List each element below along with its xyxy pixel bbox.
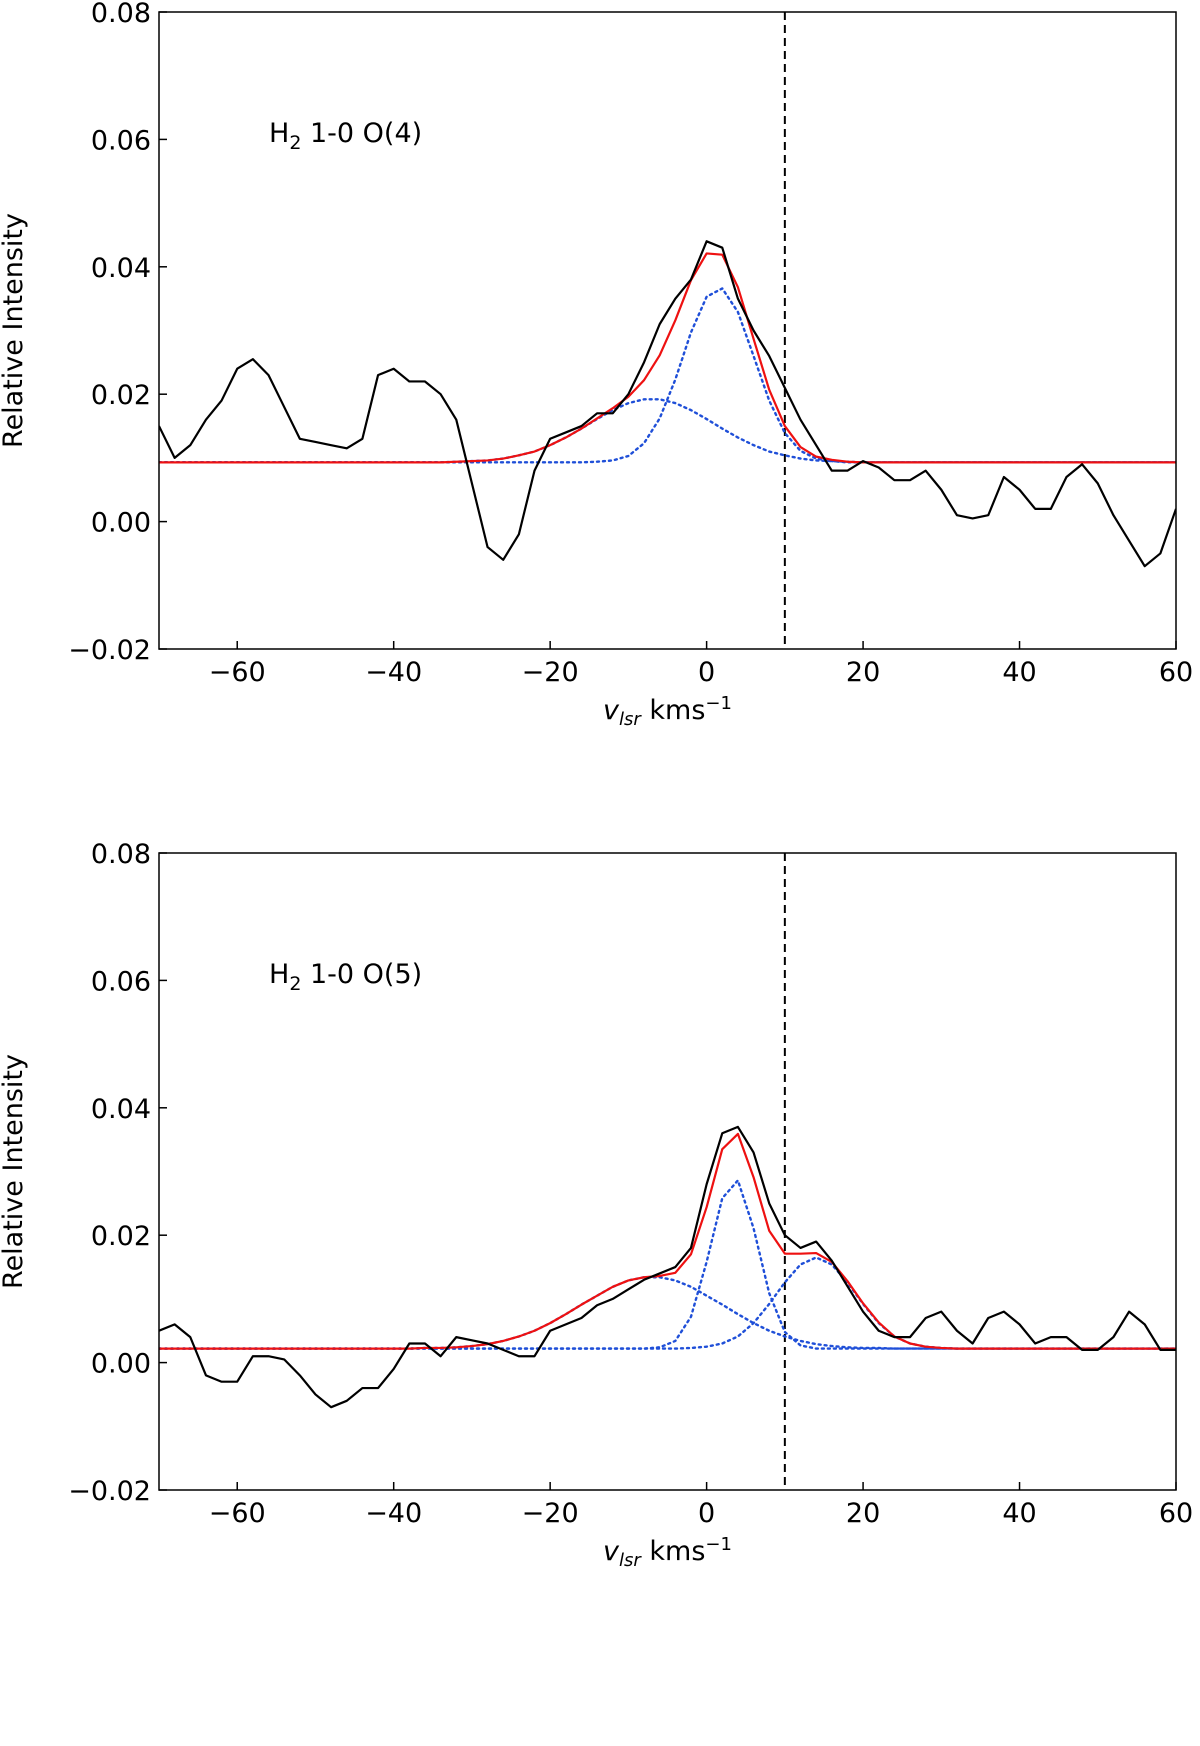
x-label-sup: −1 — [705, 1534, 732, 1555]
x-tick-label: −20 — [522, 1498, 579, 1529]
x-tick-label: −60 — [209, 657, 266, 688]
annotation-sub: 2 — [289, 973, 301, 995]
x-tick-label: −60 — [209, 1498, 266, 1529]
x-label-text: kms — [641, 695, 706, 726]
series-line — [159, 1179, 1176, 1350]
x-tick-label: 40 — [1002, 657, 1036, 688]
y-tick-label: 0.04 — [91, 1094, 151, 1125]
plot-frame — [158, 11, 1177, 650]
x-label-sub: lsr — [619, 1550, 642, 1571]
x-tick-label: 60 — [1159, 1498, 1193, 1529]
x-tick-label: −20 — [522, 657, 579, 688]
x-tick-label: −40 — [365, 1498, 422, 1529]
annotation-sub: 2 — [289, 132, 301, 154]
x-tick-label: 0 — [698, 1498, 715, 1529]
x-tick-label: −40 — [365, 657, 422, 688]
series-line — [159, 398, 1176, 464]
y-tick-label: 0.00 — [91, 508, 151, 539]
y-tick-label: 0.08 — [91, 839, 151, 870]
x-label-sub: lsr — [619, 709, 642, 730]
x-label-base: v — [603, 695, 620, 726]
series-line — [159, 240, 1176, 568]
y-tick-label: 0.08 — [91, 0, 151, 29]
y-tick-label: 0.04 — [91, 253, 151, 284]
y-tick-label: −0.02 — [68, 1476, 151, 1507]
x-label-text: kms — [641, 1536, 706, 1567]
annotation: H2 1-0 O(5) — [269, 959, 422, 995]
y-tick-label: 0.02 — [91, 380, 151, 411]
x-tick-label: 60 — [1159, 657, 1193, 688]
series-line — [159, 1125, 1176, 1409]
annotation-text: H — [269, 118, 289, 149]
x-label-base: v — [603, 1536, 620, 1567]
x-tick-label: 20 — [846, 657, 880, 688]
x-tick-label: 0 — [698, 657, 715, 688]
series-line — [159, 1276, 1176, 1350]
y-tick-label: 0.00 — [91, 1349, 151, 1380]
x-axis-label: vlsr kms−1 — [603, 693, 732, 730]
series-line — [159, 287, 1176, 464]
x-label-sup: −1 — [705, 693, 732, 714]
annotation-text: H — [269, 959, 289, 990]
series-line — [159, 252, 1176, 464]
annotation: H2 1-0 O(4) — [269, 118, 422, 154]
x-axis-label: vlsr kms−1 — [603, 1534, 732, 1571]
x-tick-label: 40 — [1002, 1498, 1036, 1529]
annotation-rest: 1-0 O(5) — [301, 959, 422, 990]
y-axis-label: Relative Intensity — [0, 1054, 29, 1289]
y-tick-label: −0.02 — [68, 635, 151, 666]
plot-frame — [158, 852, 1177, 1491]
series-line — [159, 1132, 1176, 1350]
annotation-rest: 1-0 O(4) — [301, 118, 422, 149]
y-tick-label: 0.06 — [91, 966, 151, 997]
y-axis-label: Relative Intensity — [0, 213, 29, 448]
x-tick-label: 20 — [846, 1498, 880, 1529]
y-tick-label: 0.02 — [91, 1221, 151, 1252]
y-tick-label: 0.06 — [91, 125, 151, 156]
